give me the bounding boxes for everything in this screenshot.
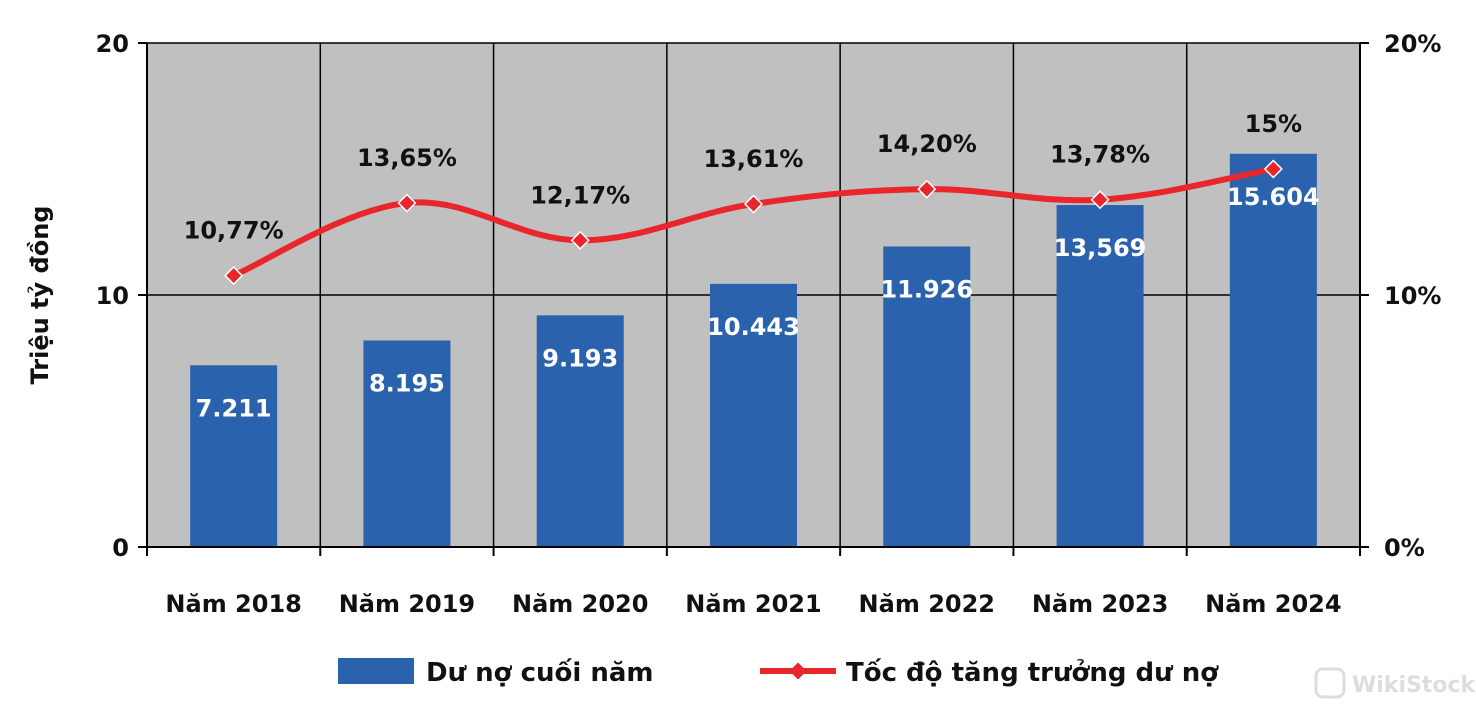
- legend-line-label: Tốc độ tăng trưởng dư nợ: [846, 657, 1219, 688]
- left-axis-tick-label: 10: [96, 282, 129, 310]
- data-labels: 7.211 8.195 9.193 10.443 11.926 13,569 15.604 1…: [184, 110, 1320, 422]
- growth-rate-label: 13,61%: [704, 145, 804, 173]
- x-axis-category-label: Năm 2024: [1205, 590, 1341, 618]
- growth-rate-label: 14,20%: [877, 130, 977, 158]
- line-point-marker: [1263, 159, 1283, 179]
- watermark-logo-icon: [1314, 667, 1346, 699]
- line-point-marker: [397, 193, 417, 213]
- line-point-marker: [224, 266, 244, 286]
- x-axis-category-label: Năm 2023: [1032, 590, 1168, 618]
- x-axis-category-label: Năm 2021: [685, 590, 821, 618]
- line-point-marker: [1090, 190, 1110, 210]
- bar: [710, 283, 797, 547]
- bar-series: [190, 153, 1317, 548]
- bar: [883, 246, 971, 548]
- x-axis-category-label: Năm 2020: [512, 590, 648, 618]
- grid-lines: [147, 42, 1360, 547]
- right-axis-tick-label: 0%: [1384, 534, 1425, 562]
- line-point-marker: [917, 179, 937, 199]
- bar: [1229, 153, 1317, 547]
- legend-line-marker: [789, 662, 807, 680]
- left-axis-tick-label: 20: [96, 30, 129, 58]
- line-point-marker: [743, 194, 764, 214]
- bar-value-label: 7.211: [196, 394, 272, 422]
- growth-rate-label: 15%: [1245, 110, 1302, 138]
- left-axis-tick-label: 0: [112, 534, 129, 562]
- watermark: WikiStock: [1314, 667, 1476, 699]
- bar: [1056, 205, 1144, 547]
- legend-bar-label: Dư nợ cuối năm: [426, 657, 653, 688]
- bar-value-label: 8.195: [369, 369, 445, 397]
- line-point-marker: [570, 230, 590, 250]
- growth-rate-label: 13,78%: [1050, 141, 1150, 169]
- growth-rate-label: 12,17%: [530, 181, 630, 209]
- x-axis-category-label: Năm 2022: [859, 590, 995, 618]
- bar: [190, 365, 278, 547]
- line-series: [224, 159, 1283, 286]
- right-axis-tick-label: 20%: [1384, 30, 1441, 58]
- bar-value-label: 15.604: [1227, 183, 1320, 211]
- bar-value-label: 9.193: [542, 344, 618, 372]
- growth-rate-label: 13,65%: [357, 144, 457, 172]
- x-axis-category-label: Năm 2019: [339, 590, 475, 618]
- legend-bar-swatch: [338, 658, 414, 684]
- bar: [536, 315, 624, 547]
- axes: 0 0% 10 10% 20 20% Năm 2018 Năm 2019 Năm 2020 Năm…: [96, 30, 1442, 618]
- right-axis-tick-label: 10%: [1384, 282, 1441, 310]
- x-axis-category-label: Năm 2018: [165, 590, 301, 618]
- bar-value-label: 11.926: [880, 275, 973, 303]
- y-axis-title: Triệu tỷ đồng: [26, 206, 54, 385]
- bar-value-label: 10.443: [707, 313, 800, 341]
- legend: Dư nợ cuối năm Tốc độ tăng trưởng dư nợ: [338, 657, 1219, 688]
- watermark-text: WikiStock: [1352, 673, 1476, 698]
- bar-value-label: 13,569: [1054, 234, 1147, 262]
- growth-rate-label: 10,77%: [184, 217, 284, 245]
- bar: [363, 340, 451, 547]
